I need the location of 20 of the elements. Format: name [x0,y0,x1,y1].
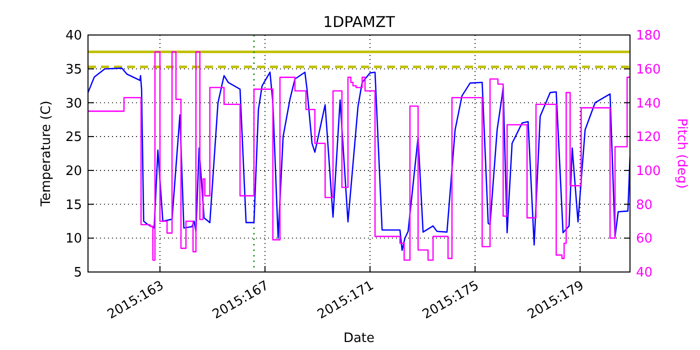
y-tick-label: 35 [65,62,82,78]
y-tick-label: 30 [65,96,82,112]
y-tick-label: 15 [65,198,82,213]
y-tick-label: 10 [65,232,82,247]
y2-tick-label: 160 [636,62,661,78]
y2-tick-label: 60 [636,232,653,247]
y2-tick-label: 180 [636,28,661,44]
chart-title: 1DPAMZT [323,13,396,31]
y2-tick-label: 100 [636,164,661,179]
y2-tick-label: 120 [636,130,661,146]
y-tick-label: 25 [65,130,82,146]
y-tick-label: 40 [65,28,82,44]
y2-tick-label: 40 [636,266,653,281]
y-axis-title: Temperature (C) [39,100,54,208]
x-axis-title: Date [343,331,375,346]
y2-tick-label: 140 [636,96,661,112]
y2-axis-title: Pitch (deg) [674,118,689,189]
y-tick-label: 5 [74,266,82,281]
y-tick-label: 20 [65,164,82,179]
y2-tick-label: 80 [636,198,653,213]
